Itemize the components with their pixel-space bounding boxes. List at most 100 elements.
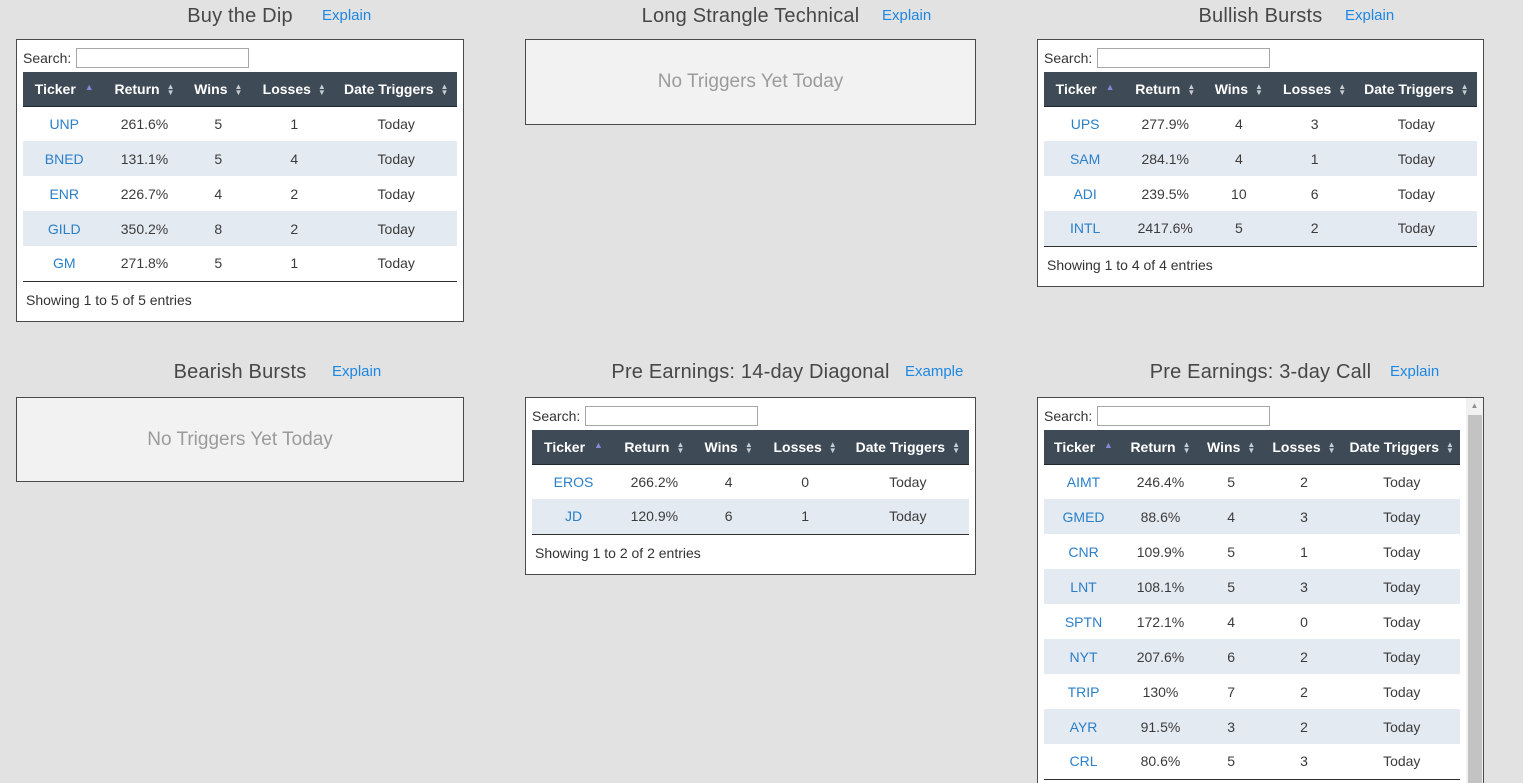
search-input[interactable] [76,48,250,68]
cell-ticker: SPTN [1044,604,1123,639]
search-input[interactable] [1097,406,1271,426]
column-header-wins[interactable]: Wins ▲ ▼ [693,430,764,465]
table-row: AYR 91.5% 3 2 Today [1044,709,1460,744]
ticker-link[interactable]: UNP [49,115,79,132]
table-row: GMED 88.6% 4 3 Today [1044,499,1460,534]
column-header-date-triggers[interactable]: Date Triggers ▲ ▼ [1355,72,1477,107]
column-header-wins[interactable]: Wins ▲ ▼ [183,72,253,107]
showing-entries: Showing 1 to 4 of 4 entries [1047,256,1213,273]
explain-link[interactable]: Explain [882,7,932,24]
ticker-link[interactable]: SAM [1069,150,1101,167]
ticker-link[interactable]: ENR [49,185,79,202]
ticker-link[interactable]: SPTN [1064,613,1103,630]
search-row: Search: [532,405,969,427]
ticker-link[interactable]: AIMT [1066,473,1101,490]
cell-date: Today [1383,473,1421,490]
table-row: UNP 261.6% 5 1 Today [23,106,457,141]
column-header-ticker[interactable]: Ticker ▲ [1044,430,1124,465]
column-header-wins[interactable]: Wins ▲ ▼ [1204,72,1274,107]
scrollbar-thumb[interactable] [1468,415,1482,783]
triggers-table: Ticker ▲ Return ▲ ▼ Wins ▲ ▼ Losses ▲ ▼ Date Trigge… [532,430,969,535]
column-header-losses[interactable]: Losses ▲ ▼ [1264,430,1344,465]
cell-wins: 5 [214,115,223,132]
ticker-link[interactable]: JD [564,508,583,525]
column-header-date-triggers[interactable]: Date Triggers ▲ ▼ [335,72,457,107]
sort-icon: ▲ ▼ [1255,82,1263,98]
column-header-label: Losses [262,80,311,97]
cell-ticker: CNR [1044,534,1123,569]
cell-losses: 2 [1300,683,1308,700]
ticker-link[interactable]: BNED [44,150,84,167]
explain-link[interactable]: Explain [332,363,382,380]
ticker-link[interactable]: TRIP [1067,683,1100,700]
cell-return: 109.9% [1136,543,1185,560]
ticker-link[interactable]: AYR [1069,718,1098,735]
ticker-link[interactable]: GILD [47,220,81,237]
explain-link[interactable]: Explain [1390,363,1440,380]
ticker-link[interactable]: GMED [1062,508,1105,525]
cell-wins: 4 [214,185,223,202]
table-row: JD 120.9% 6 1 Today [532,499,969,534]
ticker-link[interactable]: INTL [1069,220,1101,237]
cell-wins: 5 [214,150,223,167]
explain-link[interactable]: Explain [1345,7,1395,24]
column-header-ticker[interactable]: Ticker ▲ [532,430,616,465]
column-header-label: Return [114,80,160,97]
ticker-link[interactable]: LNT [1070,578,1097,595]
column-header-date-triggers[interactable]: Date Triggers ▲ ▼ [1343,430,1460,465]
cell-date: Today [1383,753,1421,770]
table-row: AIMT 246.4% 5 2 Today [1044,464,1460,499]
cell-return: 2417.6% [1137,220,1193,237]
column-header-return[interactable]: Return ▲ ▼ [105,72,184,107]
column-header-label: Ticker [1055,80,1097,97]
cell-ticker: ENR [23,176,105,211]
column-header-losses[interactable]: Losses ▲ ▼ [253,72,336,107]
explain-link[interactable]: Explain [322,7,372,24]
ticker-link[interactable]: UPS [1070,115,1100,132]
search-input[interactable] [585,406,759,426]
cell-return: 239.5% [1141,185,1189,202]
ticker-link[interactable]: CRL [1069,753,1098,770]
cell-wins: 6 [1227,648,1236,665]
panel-bearish-bursts: No Triggers Yet Today [16,397,464,482]
sort-icon: ▲ ▼ [1460,82,1469,98]
column-header-return[interactable]: Return ▲ ▼ [1126,72,1205,107]
column-header-losses[interactable]: Losses ▲ ▼ [1273,72,1356,107]
column-header-label: Return [624,438,670,455]
column-header-return[interactable]: Return ▲ ▼ [1123,430,1198,465]
cell-ticker: BNED [23,141,105,176]
column-header-return[interactable]: Return ▲ ▼ [615,430,694,465]
column-header-wins[interactable]: Wins ▲ ▼ [1197,430,1265,465]
example-link[interactable]: Example [905,363,964,380]
search-label: Search: [1044,50,1093,66]
column-header-ticker[interactable]: Ticker ▲ [23,72,106,107]
search-input[interactable] [1097,48,1271,68]
table-row: GILD 350.2% 8 2 Today [23,211,457,246]
ticker-link[interactable]: EROS [553,473,594,490]
vertical-scrollbar[interactable]: ▲ [1466,398,1483,783]
ticker-link[interactable]: ADI [1073,185,1097,202]
cell-date: Today [1383,683,1421,700]
ticker-link[interactable]: GM [52,255,76,272]
table-row: EROS 266.2% 4 0 Today [532,464,969,499]
scroll-up-arrow-icon[interactable]: ▲ [1470,401,1479,410]
column-header-ticker[interactable]: Ticker ▲ [1044,72,1127,107]
title-bar-buy-the-dip: Buy the Dip Explain [16,5,464,33]
cell-losses: 2 [1300,473,1308,490]
cell-return: 246.4% [1136,473,1185,490]
cell-date: Today [1383,578,1421,595]
column-header-date-triggers[interactable]: Date Triggers ▲ ▼ [846,430,969,465]
ticker-link[interactable]: NYT [1069,648,1098,665]
ticker-link[interactable]: CNR [1068,543,1099,560]
cell-date: Today [377,150,415,167]
cell-wins: 5 [1227,578,1236,595]
table-row: BNED 131.1% 5 4 Today [23,141,457,176]
column-header-losses[interactable]: Losses ▲ ▼ [763,430,847,465]
cell-wins: 5 [1227,543,1236,560]
cell-wins: 5 [1227,753,1236,770]
cell-return: 226.7% [120,185,169,202]
triggers-table: Ticker ▲ Return ▲ ▼ Wins ▲ ▼ Losses ▲ ▼ Date Trigge… [1044,430,1460,780]
table-header-row: Ticker ▲ Return ▲ ▼ Wins ▲ ▼ Losses ▲ ▼ Date Trigge… [1044,72,1477,107]
title-bar-bullish-bursts: Bullish Bursts Explain [1037,5,1484,33]
cell-wins: 5 [1227,473,1236,490]
